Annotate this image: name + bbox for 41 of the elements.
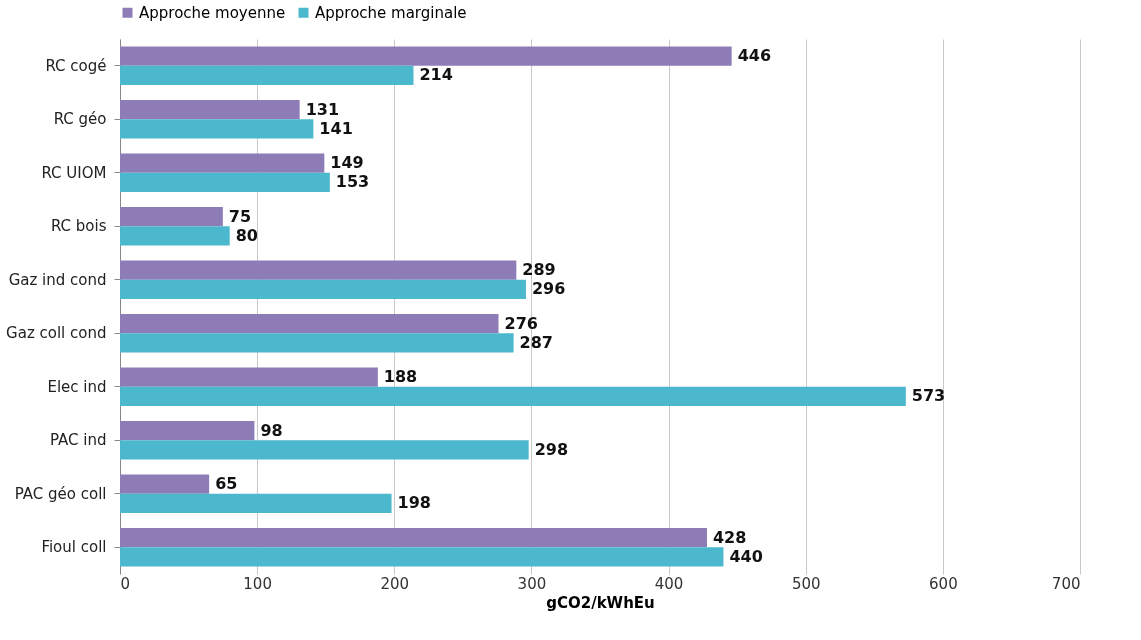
x-tick-label: 100 (243, 574, 272, 593)
y-tick-label: PAC ind (49, 431, 107, 450)
data-label: 298 (534, 439, 569, 459)
data-label: 131 (305, 99, 340, 119)
legend-label: Approche moyenne (139, 3, 286, 22)
x-tick-label: 300 (517, 574, 547, 593)
data-label: 214 (419, 65, 453, 85)
y-tick-label: RC géo (53, 110, 107, 129)
x-tick-label: 0 (120, 574, 131, 593)
data-label: 296 (531, 279, 566, 299)
y-tick-label: Elec ind (47, 377, 107, 396)
x-tick-label: 400 (654, 574, 684, 593)
x-tick-label: 500 (791, 574, 821, 593)
data-label: 573 (911, 386, 946, 406)
y-tick-label: RC cogé (45, 56, 107, 75)
y-tick-label: RC UIOM (41, 163, 107, 182)
legend-label: Approche marginale (315, 3, 467, 22)
data-label: 80 (235, 225, 258, 245)
data-label: 141 (319, 118, 353, 138)
data-label: 289 (522, 260, 556, 280)
x-tick-label: 600 (929, 574, 958, 593)
x-axis-title: gCO2/kWhEu (546, 593, 655, 612)
data-label: 198 (397, 493, 431, 513)
y-tick-label: Fioul coll (41, 538, 107, 557)
data-label: 440 (729, 546, 763, 566)
x-tick-label: 200 (380, 574, 410, 593)
data-label: 446 (737, 46, 772, 66)
data-label: 428 (712, 527, 747, 547)
data-label: 287 (519, 332, 554, 352)
x-tick-label: 700 (1051, 574, 1081, 593)
data-label: 188 (383, 367, 418, 387)
data-label: 149 (330, 153, 364, 173)
y-tick-label: Gaz coll cond (6, 324, 107, 343)
data-label: 65 (215, 474, 238, 494)
data-label: 153 (335, 172, 370, 192)
y-tick-label: RC bois (50, 217, 107, 236)
y-tick-label: PAC géo coll (14, 484, 107, 503)
data-label: 276 (504, 313, 538, 333)
y-tick-label: Gaz ind cond (8, 270, 107, 289)
data-label: 75 (228, 206, 252, 226)
data-label: 98 (260, 420, 283, 440)
